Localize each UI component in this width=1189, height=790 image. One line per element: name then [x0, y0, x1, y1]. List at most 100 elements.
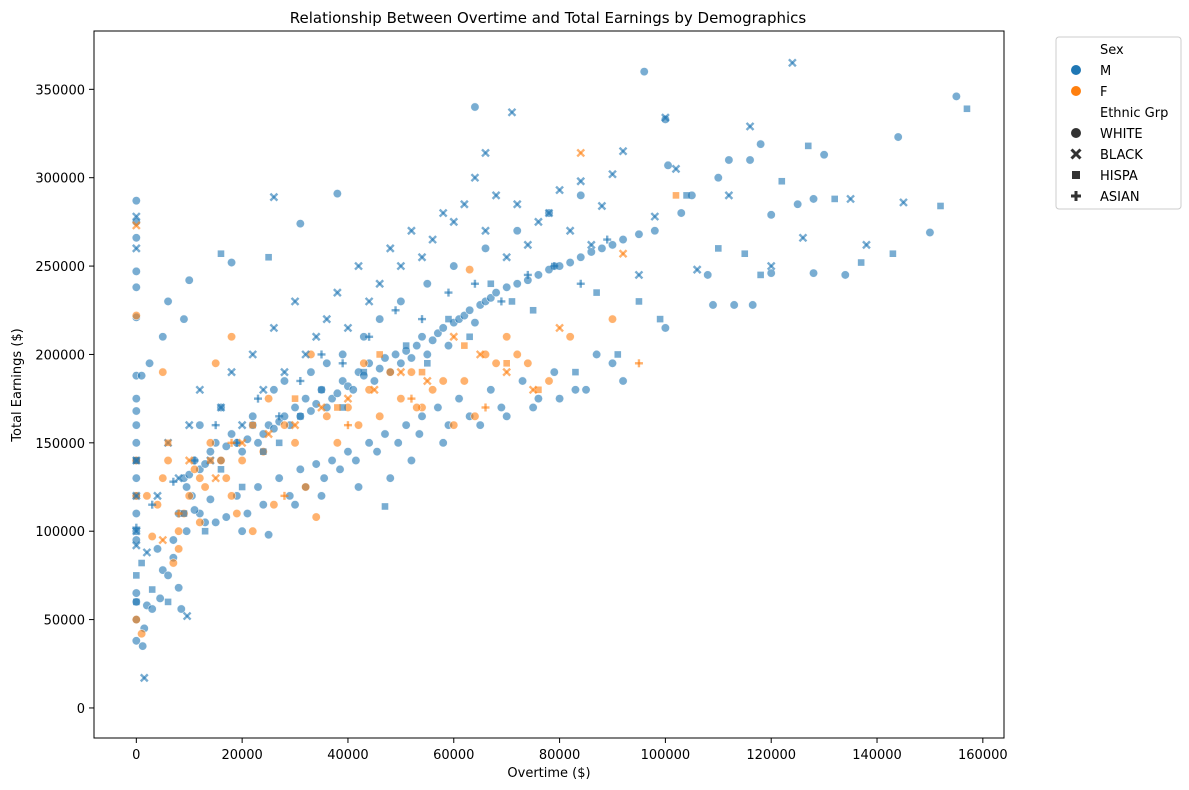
data-point — [508, 298, 516, 305]
x-tick-label: 80000 — [539, 748, 580, 763]
data-point — [364, 438, 374, 448]
data-point — [343, 447, 353, 457]
data-point — [470, 279, 479, 288]
data-point — [481, 148, 490, 158]
data-point — [131, 588, 141, 598]
data-point — [428, 235, 437, 244]
data-point — [819, 150, 829, 160]
data-point — [258, 385, 268, 395]
x-tick-label: 160000 — [958, 748, 1008, 763]
data-point — [703, 270, 713, 280]
data-point — [512, 199, 522, 209]
data-point — [131, 406, 141, 416]
data-point — [280, 367, 289, 377]
data-point — [153, 491, 162, 501]
data-point — [502, 411, 512, 421]
legend-label-hispa: HISPA — [1100, 169, 1138, 184]
data-point — [608, 169, 617, 179]
data-point — [424, 359, 431, 367]
data-point — [534, 217, 543, 227]
data-point — [248, 411, 258, 421]
series-f-asian — [174, 359, 643, 518]
data-point — [412, 402, 422, 412]
data-point — [147, 532, 157, 542]
data-point — [322, 411, 332, 421]
data-point — [174, 583, 184, 593]
legend-frame — [1055, 36, 1182, 210]
data-point — [322, 314, 332, 324]
data-point — [465, 265, 475, 275]
data-point — [804, 142, 812, 150]
data-point — [422, 349, 432, 359]
data-point — [745, 155, 755, 165]
data-point — [444, 288, 453, 297]
data-point — [227, 258, 237, 268]
data-point — [190, 464, 200, 474]
data-point — [466, 333, 473, 341]
x-axis-title: Overtime ($) — [507, 766, 590, 781]
data-point — [131, 636, 141, 646]
data-point — [459, 376, 469, 386]
data-point — [179, 314, 189, 324]
legend-marker-m — [1071, 65, 1081, 75]
data-point — [491, 288, 501, 298]
data-point — [301, 350, 310, 359]
data-point — [438, 323, 448, 333]
data-point — [237, 420, 247, 430]
data-point — [396, 358, 406, 368]
data-point — [275, 439, 283, 447]
data-point — [131, 221, 141, 230]
data-point — [470, 318, 480, 328]
data-point — [729, 300, 739, 310]
data-point — [190, 456, 199, 465]
data-point — [449, 261, 459, 271]
data-point — [565, 332, 575, 342]
data-point — [131, 473, 141, 483]
data-point — [131, 509, 141, 519]
data-point — [417, 252, 427, 262]
data-point — [407, 394, 416, 403]
data-point — [238, 483, 246, 491]
data-point — [465, 305, 475, 315]
legend-marker-hispa — [1072, 171, 1080, 179]
data-point — [449, 420, 459, 430]
data-point — [445, 315, 452, 323]
data-point — [406, 456, 416, 466]
data-point — [258, 500, 268, 510]
data-point — [433, 328, 443, 338]
data-point — [311, 399, 321, 409]
data-point — [454, 394, 464, 404]
data-point — [487, 280, 495, 288]
data-point — [138, 641, 148, 651]
data-point — [502, 252, 512, 262]
legend-label-asian: ASIAN — [1100, 190, 1140, 205]
data-point — [370, 385, 379, 395]
data-point — [275, 412, 284, 421]
data-point — [607, 240, 617, 250]
data-point — [396, 261, 406, 271]
data-point — [402, 342, 410, 349]
data-point — [319, 473, 329, 483]
data-point — [533, 394, 543, 404]
data-point — [131, 394, 141, 404]
data-point — [396, 367, 406, 377]
data-point — [660, 114, 670, 124]
data-point — [279, 420, 289, 430]
data-point — [512, 279, 522, 289]
x-tick-label: 40000 — [327, 748, 368, 763]
data-point — [332, 438, 342, 448]
data-point — [131, 438, 141, 448]
data-point — [385, 473, 395, 483]
data-point — [132, 523, 141, 532]
data-point — [232, 509, 242, 519]
legend-title-ethnic-grp: Ethnic Grp — [1100, 106, 1168, 121]
data-point — [412, 341, 422, 351]
data-point — [438, 376, 448, 386]
data-point — [893, 132, 903, 142]
data-point — [449, 332, 459, 342]
data-point — [840, 270, 850, 280]
data-point — [438, 208, 448, 218]
data-point — [607, 314, 617, 324]
data-point — [333, 288, 342, 297]
